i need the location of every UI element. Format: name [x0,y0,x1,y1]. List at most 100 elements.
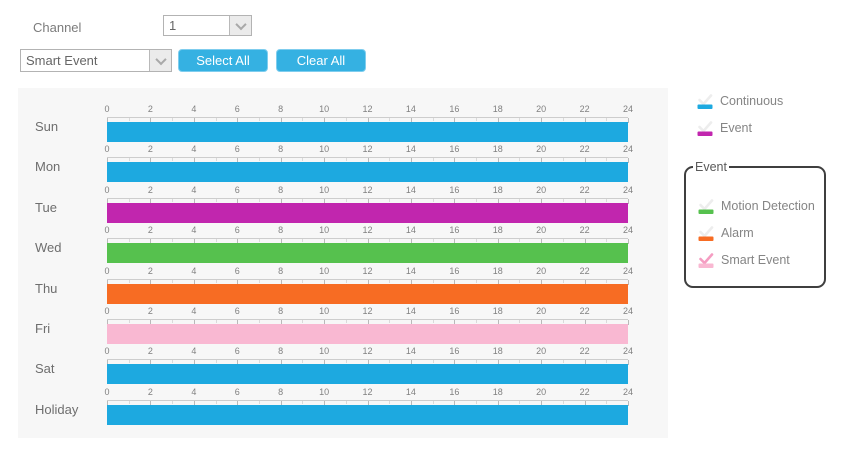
minor-tick [345,279,347,283]
hour-label: 20 [536,225,547,236]
minor-tick [258,158,260,162]
schedule-bar-mon[interactable] [107,162,628,183]
major-tick [107,360,108,366]
hour-label: 14 [405,225,416,236]
minor-tick [476,158,478,162]
major-tick [237,279,239,285]
event-legend-group: Event Motion Detection Alarm Smart Event [684,160,826,288]
major-tick [628,118,629,123]
major-tick [410,320,412,325]
major-tick [107,118,108,123]
minor-tick [172,118,174,121]
schedule-bar-sun[interactable] [107,122,628,142]
hour-label: 22 [579,144,590,155]
channel-select-value: 1 [169,18,177,33]
major-tick [193,400,195,406]
schedule-row: Tue 0 2 4 6 8 10 12 14 16 18 20 22 24 [18,184,668,225]
hour-label: 16 [449,225,460,236]
major-tick [541,118,543,123]
minor-tick [302,239,304,243]
minor-tick [258,400,260,404]
schedule-bar-track[interactable] [107,324,628,344]
major-tick [107,239,108,245]
hour-label: 2 [147,225,153,236]
hour-label: 6 [234,306,240,316]
major-tick [367,279,369,285]
hour-label: 12 [362,306,373,316]
hour-label: 6 [234,265,240,276]
schedule-row: Thu 0 2 4 6 8 10 12 14 16 18 20 22 24 [18,265,668,306]
major-tick [237,400,239,406]
hour-label: 16 [449,104,460,114]
hour-label: 10 [319,265,330,276]
hour-ruler: 0 2 4 6 8 10 12 14 16 18 20 22 24 [104,144,633,155]
minor-tick [389,158,391,162]
major-tick [497,158,499,164]
day-label: Mon [35,159,61,175]
hour-label: 24 [622,346,634,357]
major-tick [280,118,282,123]
channel-label: Channel [33,20,82,35]
schedule-row: Sat 0 2 4 6 8 10 12 14 16 18 20 22 24 [18,345,668,386]
legend-item-smart[interactable]: Smart Event [698,252,790,268]
hour-label: 12 [362,265,373,276]
clear-all-button[interactable]: Clear All [276,49,366,72]
hour-label: 2 [147,386,153,397]
hour-ticks [107,117,629,123]
minor-tick [215,158,217,162]
major-tick [454,118,456,123]
schedule-bar-track[interactable] [107,243,628,264]
schedule-bar-track[interactable] [107,122,628,142]
select-all-button[interactable]: Select All [178,49,268,72]
major-tick [150,118,152,123]
hour-label: 24 [622,144,634,155]
schedule-bar-fri[interactable] [107,324,628,344]
schedule-bar-sat[interactable] [107,364,628,385]
hour-label: 6 [234,184,240,195]
schedule-bar-track[interactable] [107,202,628,223]
legend-item-alarm[interactable]: Alarm [698,225,754,241]
minor-tick [215,198,217,202]
major-tick [541,320,543,325]
minor-tick [519,198,521,202]
schedule-bar-track[interactable] [107,283,628,304]
legend-item-continuous[interactable]: Continuous [697,93,783,109]
major-tick [367,118,369,123]
check-swatch-icon [697,94,713,109]
hour-label: 16 [449,386,460,397]
major-tick [324,320,326,325]
hour-label: 14 [405,184,416,195]
hour-label: 8 [278,225,284,236]
chevron-down-icon[interactable] [149,50,171,71]
schedule-bar-track[interactable] [107,364,628,385]
minor-tick [476,118,478,121]
major-tick [541,198,543,204]
minor-tick [128,279,130,283]
hour-label: 18 [492,144,503,155]
legend-item-motion[interactable]: Motion Detection [698,198,815,214]
major-tick [150,360,152,366]
minor-tick [172,320,174,323]
hour-label: 16 [449,265,460,276]
schedule-bar-wed[interactable] [107,243,628,264]
minor-tick [172,400,174,404]
event-type-select[interactable]: Smart Event [20,49,172,72]
major-tick [541,158,543,164]
schedule-bar-tue[interactable] [107,202,628,223]
legend-item-event[interactable]: Event [697,120,752,136]
schedule-bar-holiday[interactable] [107,404,628,425]
chevron-down-icon[interactable] [229,16,251,35]
major-tick [410,239,412,245]
minor-tick [432,279,434,283]
minor-tick [562,400,564,404]
schedule-bar-thu[interactable] [107,283,628,304]
hour-label: 2 [147,144,153,155]
channel-select[interactable]: 1 [163,15,252,36]
schedule-row: Sun 0 2 4 6 8 10 12 14 16 18 20 22 24 [18,103,668,144]
hour-label: 12 [362,104,373,114]
major-tick [584,198,586,204]
schedule-bar-track[interactable] [107,404,628,425]
schedule-bar-track[interactable] [107,162,628,183]
major-tick [628,158,629,164]
hour-label: 8 [278,265,284,276]
